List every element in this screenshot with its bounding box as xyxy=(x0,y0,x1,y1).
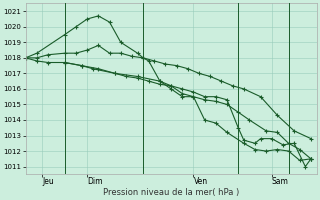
X-axis label: Pression niveau de la mer( hPa ): Pression niveau de la mer( hPa ) xyxy=(103,188,239,197)
